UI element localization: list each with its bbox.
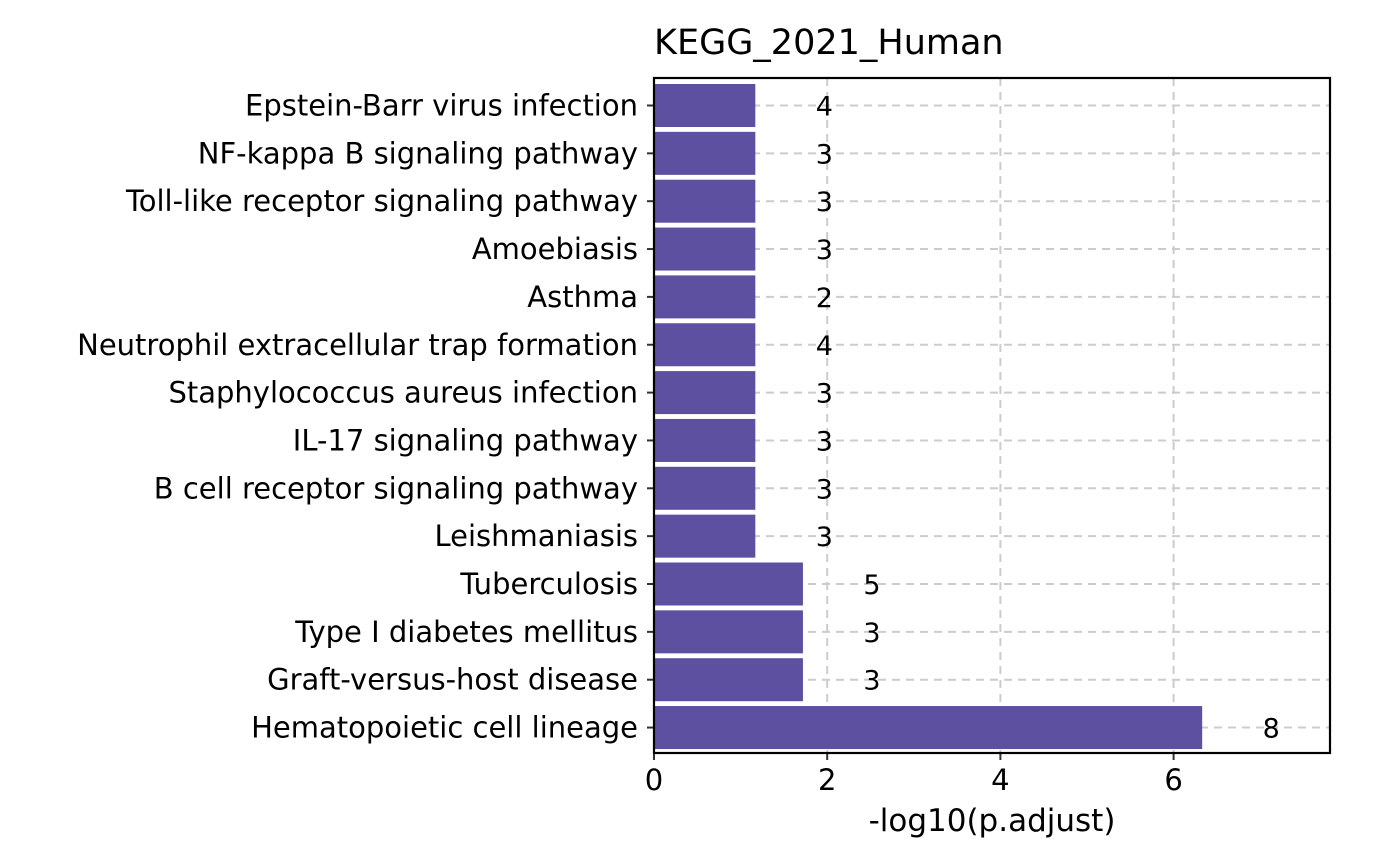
count-label: 4 bbox=[816, 331, 833, 362]
category-label: NF-kappa B signaling pathway bbox=[198, 136, 638, 170]
bar bbox=[654, 84, 756, 127]
category-label: Leishmaniasis bbox=[434, 519, 638, 553]
count-label: 3 bbox=[816, 235, 833, 266]
category-label: Neutrophil extracellular trap formation bbox=[77, 328, 638, 362]
category-label: B cell receptor signaling pathway bbox=[154, 471, 638, 505]
bar bbox=[654, 466, 756, 510]
category-label: Hematopoietic cell lineage bbox=[251, 711, 638, 745]
bar bbox=[654, 658, 803, 702]
count-label: 3 bbox=[816, 426, 833, 457]
bar bbox=[654, 706, 1203, 750]
bars bbox=[654, 84, 1203, 750]
bar bbox=[654, 610, 803, 654]
category-label: Toll-like receptor signaling pathway bbox=[125, 184, 638, 218]
count-label: 3 bbox=[863, 666, 880, 697]
count-label: 3 bbox=[863, 618, 880, 649]
bar bbox=[654, 179, 756, 223]
count-label: 3 bbox=[816, 139, 833, 170]
count-label: 3 bbox=[816, 187, 833, 218]
plot-frame bbox=[652, 76, 1332, 755]
x-tick-label: 6 bbox=[1164, 763, 1182, 797]
category-labels: Epstein-Barr virus infection NF-kappa B s… bbox=[77, 89, 654, 745]
bar bbox=[654, 371, 756, 415]
x-tick-label: 2 bbox=[818, 763, 836, 797]
count-label: 3 bbox=[816, 379, 833, 410]
chart-title: KEGG_2021_Human bbox=[654, 23, 1004, 63]
category-label: Asthma bbox=[527, 280, 638, 314]
bar bbox=[654, 418, 756, 462]
count-label: 2 bbox=[816, 283, 833, 314]
x-tick-label: 0 bbox=[645, 763, 663, 797]
bar bbox=[654, 562, 803, 606]
x-axis-title: -log10(p.adjust) bbox=[869, 803, 1116, 839]
category-label: Graft-versus-host disease bbox=[267, 663, 638, 697]
count-label: 3 bbox=[816, 474, 833, 505]
bar bbox=[654, 227, 756, 271]
category-label: Epstein-Barr virus infection bbox=[245, 89, 638, 123]
bar bbox=[654, 131, 756, 175]
bar bbox=[654, 323, 756, 367]
category-label: Tuberculosis bbox=[459, 567, 638, 601]
count-label: 4 bbox=[816, 92, 833, 123]
bar bbox=[654, 514, 756, 558]
count-label: 8 bbox=[1263, 714, 1280, 745]
category-label: Type I diabetes mellitus bbox=[294, 615, 638, 649]
category-label: IL-17 signaling pathway bbox=[293, 423, 638, 457]
category-label: Amoebiasis bbox=[472, 232, 638, 266]
count-label: 5 bbox=[863, 570, 880, 601]
category-label: Staphylococcus aureus infection bbox=[168, 376, 638, 410]
x-tick-label: 4 bbox=[991, 763, 1009, 797]
bar bbox=[654, 275, 756, 319]
count-label: 3 bbox=[816, 522, 833, 553]
x-axis-ticks: 0 2 4 6 bbox=[645, 753, 1183, 797]
